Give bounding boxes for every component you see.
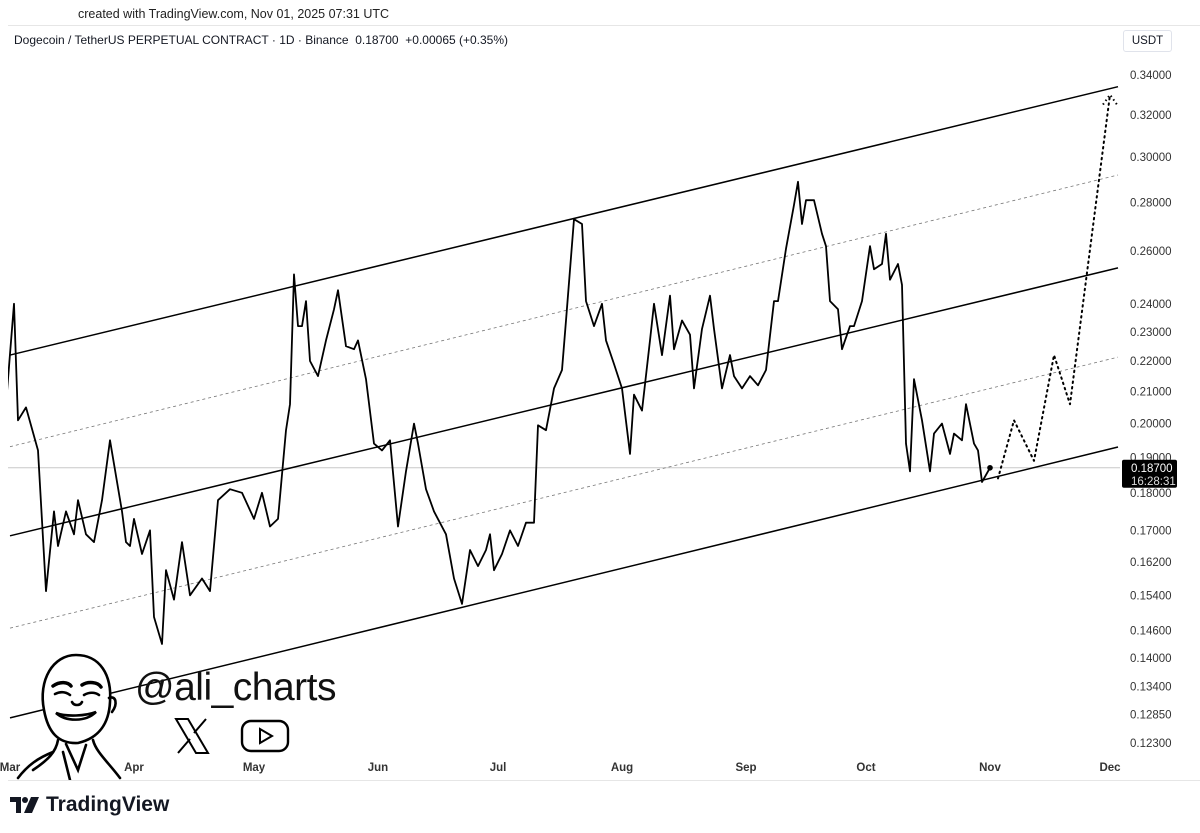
bar-countdown: 16:28:31 — [1131, 476, 1176, 488]
plot-area — [8, 85, 1120, 719]
y-tick-label: 0.23000 — [1130, 327, 1172, 339]
y-tick-label: 0.17000 — [1130, 525, 1172, 537]
author-handle: @ali_charts — [135, 666, 337, 709]
currency-button[interactable]: USDT — [1123, 30, 1172, 52]
tradingview-wordmark: TradingView — [46, 793, 170, 816]
channel-line-solid — [9, 446, 1119, 719]
created-note: created with TradingView.com, Nov 01, 20… — [78, 7, 390, 21]
avatar-illustration-icon — [16, 653, 122, 780]
price-line — [8, 180, 991, 645]
channel-line-solid — [9, 85, 1119, 356]
x-tick-label: Jul — [490, 762, 507, 774]
y-tick-label: 0.28000 — [1130, 198, 1172, 210]
tradingview-logo[interactable]: TradingView — [10, 793, 169, 817]
y-tick-label: 0.14600 — [1130, 625, 1172, 637]
y-tick-label: 0.16200 — [1130, 557, 1172, 569]
x-logo-icon[interactable] — [172, 716, 212, 756]
x-tick-label: Nov — [979, 762, 1001, 774]
x-tick-label: Apr — [124, 762, 144, 774]
y-tick-label: 0.34000 — [1130, 70, 1172, 82]
x-tick-label: Mar — [0, 762, 21, 774]
youtube-icon[interactable] — [240, 718, 290, 754]
x-tick-label: Sep — [735, 762, 756, 774]
y-tick-label: 0.18000 — [1130, 488, 1172, 500]
symbol-legend: Dogecoin / TetherUS PERPETUAL CONTRACT ·… — [14, 33, 509, 47]
projection-line — [997, 93, 1111, 480]
chart-frame — [8, 25, 1200, 781]
last-price-value: 0.18700 — [1131, 463, 1173, 475]
channel-line-dashed — [9, 356, 1119, 629]
y-tick-label: 0.12300 — [1130, 738, 1172, 750]
y-tick-label: 0.14000 — [1130, 653, 1172, 665]
x-tick-label: Dec — [1099, 762, 1121, 774]
x-tick-label: Oct — [856, 762, 875, 774]
y-tick-label: 0.13400 — [1130, 682, 1172, 694]
y-tick-label: 0.24000 — [1130, 299, 1172, 311]
x-tick-label: Jun — [368, 762, 388, 774]
x-tick-label: Aug — [611, 762, 633, 774]
y-tick-label: 0.22000 — [1130, 356, 1172, 368]
y-tick-label: 0.20000 — [1130, 419, 1172, 431]
y-tick-label: 0.32000 — [1130, 110, 1172, 122]
x-tick-label: May — [243, 762, 266, 774]
y-tick-label: 0.26000 — [1130, 246, 1172, 258]
y-tick-label: 0.30000 — [1130, 152, 1172, 164]
y-tick-label: 0.12850 — [1130, 709, 1172, 721]
tradingview-logo-icon — [10, 797, 39, 813]
y-tick-label: 0.15400 — [1130, 590, 1172, 602]
last-price-dot — [987, 464, 993, 471]
channel-line-dashed — [9, 174, 1119, 448]
y-tick-label: 0.21000 — [1130, 387, 1172, 399]
channel-line-solid — [9, 267, 1119, 537]
last-price-badge — [1122, 459, 1177, 488]
